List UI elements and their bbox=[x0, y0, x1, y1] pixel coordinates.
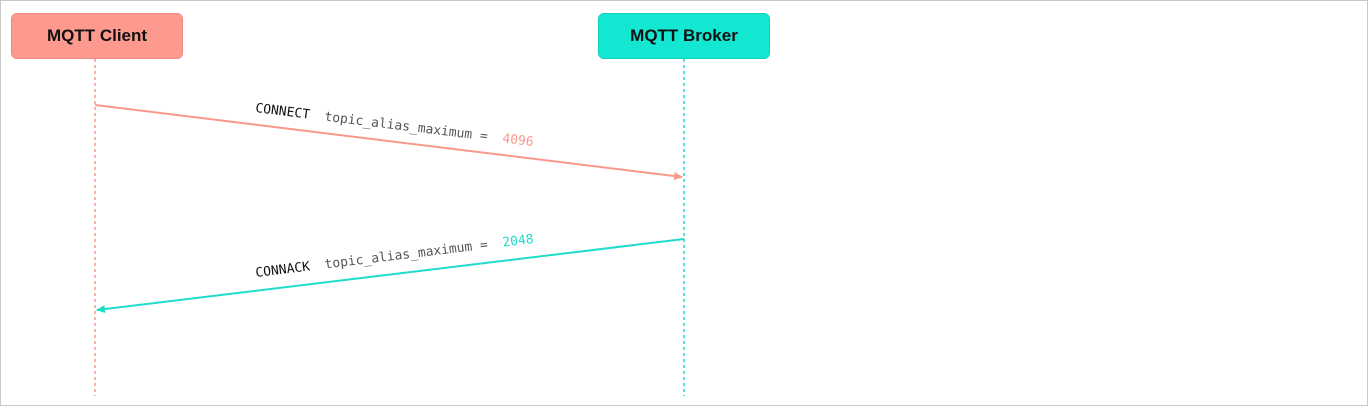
connack-message-name: CONNACK bbox=[255, 259, 311, 281]
connect-param: topic_alias_maximum = bbox=[324, 110, 489, 145]
mqtt-client-label: MQTT Client bbox=[46, 26, 148, 45]
connect-message-name: CONNECT bbox=[255, 101, 311, 123]
connack-arrow bbox=[96, 238, 685, 314]
connack-param: topic_alias_maximum = bbox=[324, 238, 489, 273]
mqtt-broker-participant: MQTT Broker bbox=[598, 13, 770, 59]
connect-arrow bbox=[94, 104, 683, 180]
connect-label: CONNECT topic_alias_maximum = 4096 bbox=[255, 101, 535, 150]
connack-value: 2048 bbox=[502, 232, 535, 251]
mqtt-broker-label: MQTT Broker bbox=[630, 26, 738, 45]
connect-value: 4096 bbox=[501, 131, 534, 150]
mqtt-client-participant: MQTT Client bbox=[11, 13, 183, 59]
